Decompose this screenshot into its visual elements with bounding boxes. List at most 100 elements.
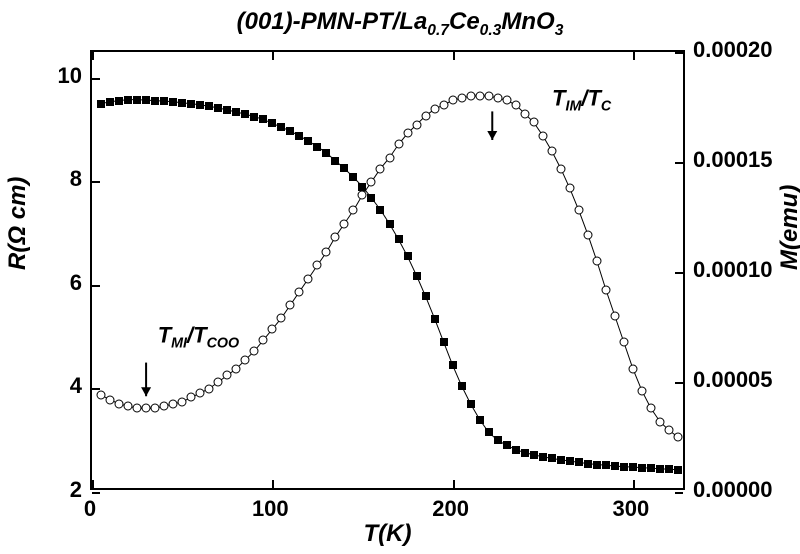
- resistance-marker: [566, 457, 574, 465]
- resistance-marker: [340, 164, 348, 172]
- resistance-marker: [115, 97, 123, 105]
- magnetization-marker: [133, 404, 142, 413]
- resistance-marker: [449, 361, 457, 369]
- magnetization-marker: [106, 395, 115, 404]
- y-left-tick-label: 10: [58, 63, 82, 89]
- resistance-marker: [620, 463, 628, 471]
- x-tick: [633, 480, 635, 488]
- magnetization-marker: [601, 285, 610, 294]
- resistance-marker: [422, 292, 430, 300]
- magnetization-marker: [349, 206, 358, 215]
- magnetization-marker: [457, 94, 466, 103]
- magnetization-marker: [232, 364, 241, 373]
- resistance-marker: [548, 454, 556, 462]
- resistance-marker: [322, 149, 330, 157]
- resistance-marker: [205, 102, 213, 110]
- y-right-tick-label: 0.00020: [693, 37, 773, 63]
- resistance-marker: [250, 113, 258, 121]
- magnetization-marker: [313, 261, 322, 270]
- resistance-marker: [656, 465, 664, 473]
- magnetization-marker: [637, 386, 646, 395]
- resistance-marker: [106, 98, 114, 106]
- resistance-marker: [304, 137, 312, 145]
- magnetization-marker: [277, 314, 286, 323]
- magnetization-marker: [367, 177, 376, 186]
- magnetization-marker: [655, 417, 664, 426]
- y-right-tick-label: 0.00015: [693, 147, 773, 173]
- magnetization-marker: [214, 378, 223, 387]
- magnetization-marker: [124, 402, 133, 411]
- resistance-marker: [413, 272, 421, 280]
- resistance-marker: [241, 110, 249, 118]
- resistance-marker: [169, 98, 177, 106]
- magnetization-line: [101, 96, 678, 437]
- magnetization-marker: [394, 140, 403, 149]
- magnetization-marker: [628, 364, 637, 373]
- magnetization-marker: [331, 232, 340, 241]
- y-right-tick: [675, 52, 683, 54]
- resistance-marker: [151, 97, 159, 105]
- magnetization-marker: [673, 433, 682, 442]
- resistance-marker: [404, 252, 412, 260]
- magnetization-marker: [529, 118, 538, 127]
- resistance-marker: [512, 446, 520, 454]
- resistance-marker: [214, 104, 222, 112]
- y-left-tick: [92, 78, 100, 80]
- magnetization-marker: [340, 219, 349, 228]
- y-left-tick: [92, 285, 100, 287]
- magnetization-marker: [97, 391, 106, 400]
- magnetization-marker: [304, 274, 313, 283]
- magnetization-marker: [376, 164, 385, 173]
- annotation-arrow-head: [141, 387, 151, 396]
- y-right-tick-label: 0.00000: [693, 477, 773, 503]
- resistance-marker: [331, 157, 339, 165]
- resistance-marker: [295, 132, 303, 140]
- resistance-marker: [503, 441, 511, 449]
- magnetization-marker: [583, 230, 592, 239]
- resistance-marker: [367, 194, 375, 202]
- resistance-marker: [97, 100, 105, 108]
- magnetization-marker: [196, 389, 205, 398]
- y-right-tick-label: 0.00005: [693, 367, 773, 393]
- resistance-marker: [476, 416, 484, 424]
- magnetization-marker: [484, 92, 493, 101]
- magnetization-marker: [610, 312, 619, 321]
- x-tick-label: 300: [613, 496, 650, 522]
- y-left-tick: [92, 181, 100, 183]
- resistance-marker: [575, 458, 583, 466]
- resistance-marker: [602, 461, 610, 469]
- magnetization-marker: [502, 96, 511, 105]
- annotation-arrow-head: [487, 131, 497, 140]
- resistance-marker: [313, 143, 321, 151]
- resistance-marker: [611, 462, 619, 470]
- magnetization-marker: [187, 393, 196, 402]
- x-tick-top: [272, 52, 274, 60]
- magnetization-marker: [646, 404, 655, 413]
- resistance-marker: [593, 461, 601, 469]
- magnetization-marker: [286, 301, 295, 310]
- magnetization-marker: [538, 131, 547, 140]
- magnetization-marker: [619, 338, 628, 347]
- resistance-marker: [530, 451, 538, 459]
- resistance-marker: [232, 108, 240, 116]
- resistance-marker: [223, 106, 231, 114]
- magnetization-marker: [547, 147, 556, 156]
- annotation-1: TIM/TC: [552, 86, 611, 115]
- resistance-marker: [458, 382, 466, 390]
- resistance-marker: [349, 173, 357, 181]
- resistance-marker: [485, 428, 493, 436]
- magnetization-marker: [592, 257, 601, 266]
- magnetization-marker: [115, 400, 124, 409]
- resistance-marker: [259, 115, 267, 123]
- annotation-0: TMI/TCOO: [158, 322, 239, 351]
- plot-svg: [92, 52, 683, 488]
- resistance-marker: [187, 100, 195, 108]
- resistance-marker: [178, 99, 186, 107]
- resistance-marker: [268, 119, 276, 127]
- resistance-marker: [160, 97, 168, 105]
- y-right-tick: [675, 492, 683, 494]
- magnetization-marker: [178, 397, 187, 406]
- resistance-marker: [467, 400, 475, 408]
- y-right-tick: [675, 272, 683, 274]
- magnetization-marker: [322, 248, 331, 257]
